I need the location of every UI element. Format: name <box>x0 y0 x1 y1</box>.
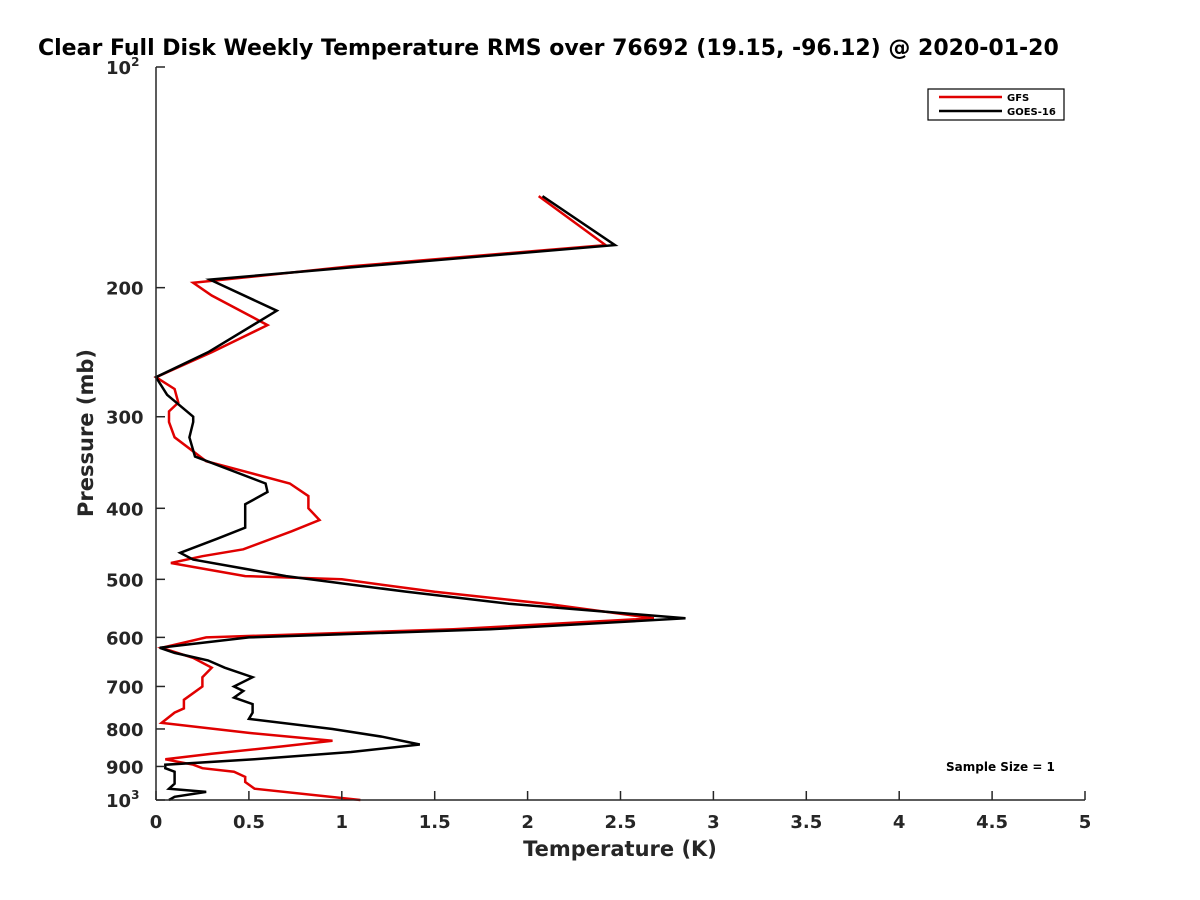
x-tick-label: 4 <box>893 812 906 833</box>
y-axis-label: Pressure (mb) <box>74 349 98 517</box>
y-tick-label: 600 <box>106 628 144 649</box>
y-tick-label: 500 <box>106 570 144 591</box>
chart-title: Clear Full Disk Weekly Temperature RMS o… <box>38 36 1059 61</box>
x-tick-label: 1 <box>336 812 349 833</box>
x-tick-label: 2 <box>521 812 534 833</box>
series-layer <box>153 195 686 802</box>
series-line-gfs <box>153 195 655 802</box>
sample-size-annotation: Sample Size = 1 <box>946 760 1055 774</box>
legend-box <box>927 88 1065 121</box>
legend-label-goes-16: GOES-16 <box>1007 107 1056 118</box>
legend: GFS GOES-16 <box>927 88 1065 121</box>
y-tick-label: 900 <box>106 757 144 778</box>
x-axis-label: Temperature (K) <box>523 837 717 861</box>
y-tick-label: 700 <box>106 677 144 698</box>
y-tick-label: 200 <box>106 279 144 300</box>
x-tick-label: 5 <box>1079 812 1092 833</box>
y-tick-exponent: 3 <box>131 788 139 802</box>
x-tick-label: 3 <box>707 812 720 833</box>
x-tick-label: 3.5 <box>790 812 822 833</box>
x-tick-label: 4.5 <box>976 812 1008 833</box>
x-tick-label: 2.5 <box>605 812 637 833</box>
y-tick-label: 400 <box>106 499 144 520</box>
x-tick-label: 0 <box>150 812 163 833</box>
y-tick-label: 103 <box>106 788 139 812</box>
y-tick-label: 800 <box>106 720 144 741</box>
y-tick-label: 300 <box>106 408 144 429</box>
x-ticks: 0 0.5 1 1.5 2 2.5 3 3.5 4 4.5 5 <box>150 791 1092 833</box>
legend-label-gfs: GFS <box>1007 93 1029 104</box>
series-line-goes-16 <box>154 195 686 802</box>
y-tick-exponent: 2 <box>131 55 139 69</box>
x-tick-label: 1.5 <box>419 812 451 833</box>
x-tick-label: 0.5 <box>233 812 265 833</box>
